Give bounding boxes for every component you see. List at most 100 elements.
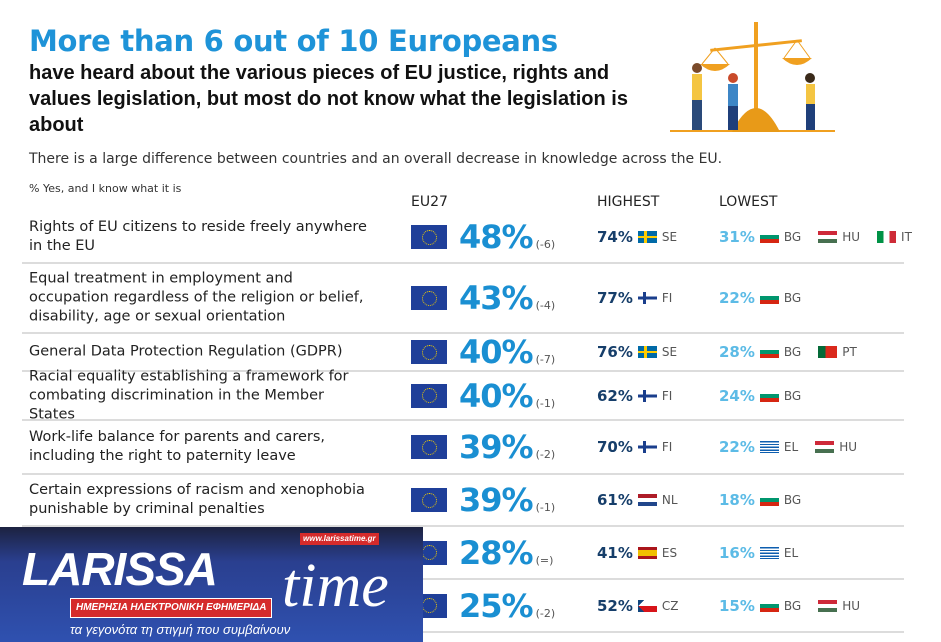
flag-bg-icon (759, 231, 779, 243)
flag-hu-icon (818, 231, 838, 243)
eu27-change: (-6) (535, 238, 556, 251)
lowest-cell: 22% BG (719, 289, 813, 307)
country-code: EL (783, 545, 799, 560)
flag-bg-icon (759, 292, 779, 304)
country-code: FI (661, 291, 673, 305)
lowest-percent: 28% (719, 343, 755, 361)
country-code: ES (661, 545, 678, 560)
logo-url: www.larissatime.gr (300, 533, 379, 545)
country-code: EL (783, 440, 799, 454)
country-code: HU (842, 598, 861, 613)
lowest-percent: 24% (719, 386, 755, 405)
highest-percent: 70% (597, 438, 633, 456)
country-code: CZ (661, 598, 679, 613)
country-code: BG (783, 493, 802, 507)
eu27-value: 39% (-1) (459, 482, 555, 518)
eu27-percent: 48% (459, 218, 534, 256)
flag-bg-icon (759, 494, 779, 506)
eu27-percent: 28% (459, 533, 534, 572)
lowest-cell: 16% EL (719, 544, 810, 562)
eu27-change: (-4) (535, 299, 556, 312)
legislation-label: Certain expressions of racism and xenoph… (29, 482, 365, 517)
lowest-cell: 18% BG (719, 491, 813, 509)
country-code: BG (783, 230, 802, 244)
eu27-percent: 40% (459, 333, 534, 371)
lowest-cell: 28% BG PT (719, 343, 869, 361)
eu-flag-icon (411, 383, 447, 408)
eu-flag-icon (411, 225, 447, 249)
header-highest: HIGHEST (597, 194, 660, 210)
logo-strap: ΗΜΕΡΗΣΙΑ ΗΛΕΚΤΡΟΝΙΚΗ ΕΦΗΜΕΡΙΔΑ (70, 598, 273, 618)
country-code: BG (783, 345, 802, 359)
eu27-value: 28% (=) (459, 535, 553, 571)
highest-cell: 41% ES (597, 544, 689, 562)
eu27-change: (=) (535, 553, 554, 567)
eu27-percent: 43% (459, 279, 534, 317)
table-row: Work-life balance for parents and carers… (22, 421, 904, 475)
eu27-change: (-1) (535, 396, 556, 410)
highest-percent: 77% (597, 289, 633, 307)
country-code: IT (901, 230, 912, 244)
highest-cell: 74% SE (597, 228, 689, 246)
country-code: HU (842, 230, 861, 244)
highest-percent: 62% (597, 386, 633, 405)
eu27-value: 25% (-2) (459, 588, 555, 624)
lowest-percent: 22% (719, 438, 755, 456)
eu-flag-icon (411, 488, 447, 512)
eu27-value: 40% (-1) (459, 378, 555, 414)
lowest-percent: 15% (719, 596, 755, 615)
flag-es-icon (637, 546, 657, 559)
eu27-percent: 40% (459, 376, 534, 415)
highest-percent: 41% (597, 543, 633, 562)
logo-tagline: τα γεγονότα τη στιγμή που συμβαίνουν (70, 622, 291, 637)
flag-cz-icon (637, 599, 657, 612)
flag-el-icon (759, 546, 779, 559)
flag-fi-icon (637, 292, 657, 304)
flag-bg-icon (759, 599, 779, 612)
legislation-label: Work-life balance for parents and carers… (29, 429, 326, 464)
description: There is a large difference between coun… (29, 151, 723, 167)
lowest-percent: 16% (719, 543, 755, 562)
measure-note: % Yes, and I know what it is (29, 182, 182, 195)
country-code: FI (661, 440, 673, 454)
highest-percent: 74% (597, 228, 633, 246)
flag-se-icon (637, 231, 657, 243)
country-code: BG (783, 598, 802, 613)
country-code: PT (842, 345, 857, 359)
eu-flag-icon (411, 340, 447, 364)
table-row: Equal treatment in employment and occupa… (22, 264, 904, 334)
eu27-value: 39% (-2) (459, 429, 555, 465)
eu27-change: (-2) (535, 606, 556, 620)
highest-percent: 76% (597, 343, 633, 361)
country-code: HU (839, 440, 857, 454)
table-row: 28% (=) 41% ES 16% EL (22, 527, 904, 580)
highest-cell: 70% FI (597, 438, 684, 456)
lowest-percent: 22% (719, 289, 755, 307)
eu27-percent: 39% (459, 481, 534, 519)
lowest-percent: 18% (719, 491, 755, 509)
country-code: FI (661, 388, 673, 403)
flag-it-icon (877, 231, 897, 243)
eu27-change: (-1) (535, 501, 556, 514)
flag-nl-icon (637, 494, 657, 506)
results-table: Rights of EU citizens to reside freely a… (22, 212, 912, 633)
eu27-percent: 25% (459, 586, 534, 625)
flag-hu-icon (815, 441, 835, 453)
highest-cell: 62% FI (597, 387, 684, 405)
headline: More than 6 out of 10 Europeans (29, 24, 558, 58)
flag-pt-icon (818, 346, 838, 358)
justice-scales-illustration (670, 22, 835, 132)
country-code: SE (661, 345, 678, 359)
table-row: Rights of EU citizens to reside freely a… (22, 212, 912, 264)
eu27-change: (-7) (535, 353, 556, 366)
logo-brand-time: time (282, 552, 389, 620)
legislation-label: Rights of EU citizens to reside freely a… (29, 219, 367, 254)
eu27-value: 40% (-7) (459, 334, 555, 370)
country-code: NL (661, 493, 678, 507)
table-row: Racial equality establishing a framework… (22, 368, 904, 422)
eu27-percent: 39% (459, 428, 534, 466)
subheadline: have heard about the various pieces of E… (29, 62, 628, 136)
lowest-percent: 31% (719, 228, 755, 246)
flag-bg-icon (759, 346, 779, 358)
lowest-cell: 24% BG (719, 387, 813, 405)
